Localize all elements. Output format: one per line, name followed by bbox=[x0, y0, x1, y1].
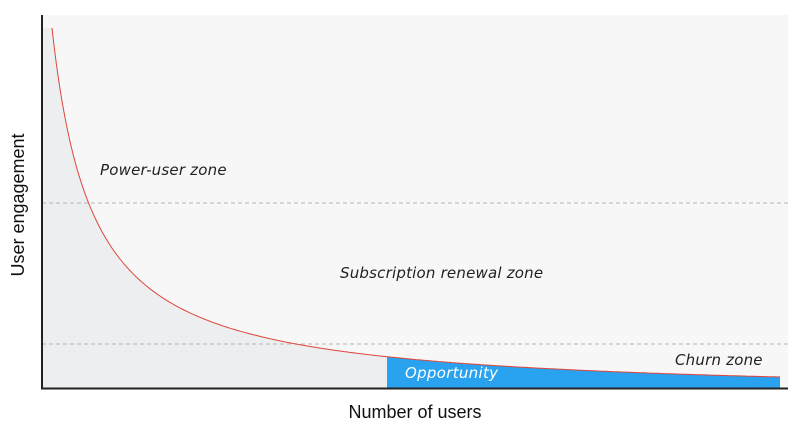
engagement-curve bbox=[51, 27, 781, 378]
y-axis-label: User engagement bbox=[8, 133, 28, 276]
under-curve-area bbox=[43, 28, 387, 388]
churn-zone-label: Churn zone bbox=[675, 351, 763, 369]
power-user-zone-label: Power-user zone bbox=[100, 161, 227, 179]
subscription-renewal-zone-label: Subscription renewal zone bbox=[340, 264, 543, 282]
opportunity-label: Opportunity bbox=[405, 364, 499, 382]
x-axis-label: Number of users bbox=[348, 402, 481, 422]
opportunity-area bbox=[387, 356, 780, 388]
